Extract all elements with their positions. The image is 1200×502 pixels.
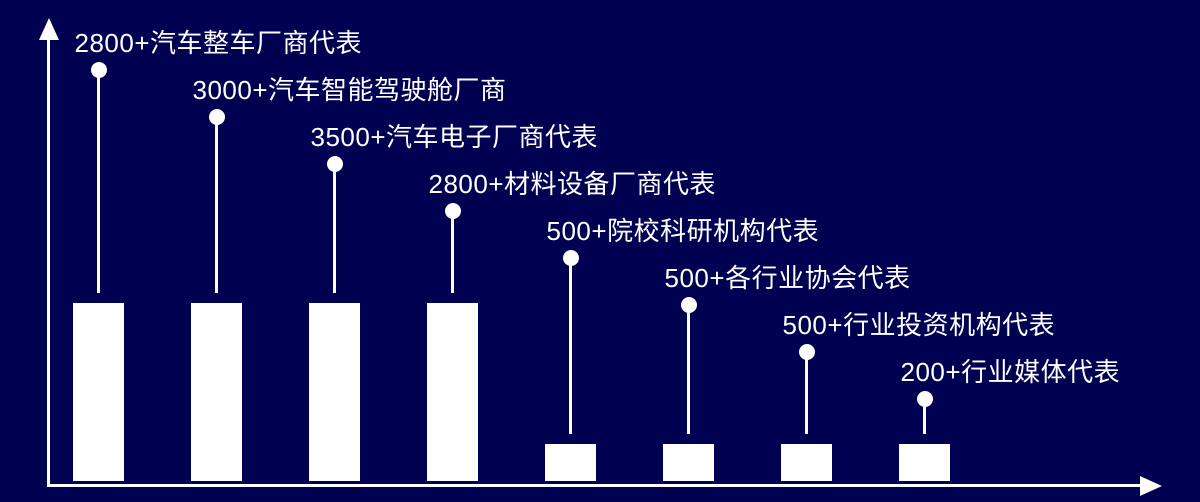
stem-line [451,211,454,293]
data-label: 2800+汽车整车厂商代表 [74,28,363,58]
data-label: 2800+材料设备厂商代表 [428,169,717,199]
data-point-dot [444,203,461,219]
bar [545,444,596,481]
data-label: 500+行业投资机构代表 [782,310,1056,340]
data-point-dot [326,156,343,172]
data-label: 3500+汽车电子厂商代表 [310,122,599,152]
y-axis-line [47,38,50,487]
bar [309,303,360,481]
data-point-dot [208,109,225,125]
data-label: 500+各行业协会代表 [664,263,911,293]
x-axis-arrow-icon [1140,475,1162,496]
stem-line [215,117,218,293]
bar [781,444,832,481]
data-point-dot [916,391,933,407]
data-label: 500+院校科研机构代表 [546,216,820,246]
stem-line [805,352,808,434]
bar [663,444,714,481]
data-point-dot [562,250,579,266]
data-label: 200+行业媒体代表 [900,357,1121,387]
bar [73,303,124,481]
stem-line [923,399,926,434]
bar [427,303,478,481]
data-point-dot [680,297,697,313]
bar [191,303,242,481]
x-axis-line [47,484,1142,487]
y-axis-arrow-icon [38,18,59,40]
stem-line [569,258,572,434]
data-point-dot [90,62,107,78]
data-point-dot [798,344,815,360]
stem-line [333,164,336,293]
stem-line [97,70,100,293]
data-label: 3000+汽车智能驾驶舱厂商 [192,75,507,105]
bar [899,444,950,481]
stem-line [687,305,690,434]
